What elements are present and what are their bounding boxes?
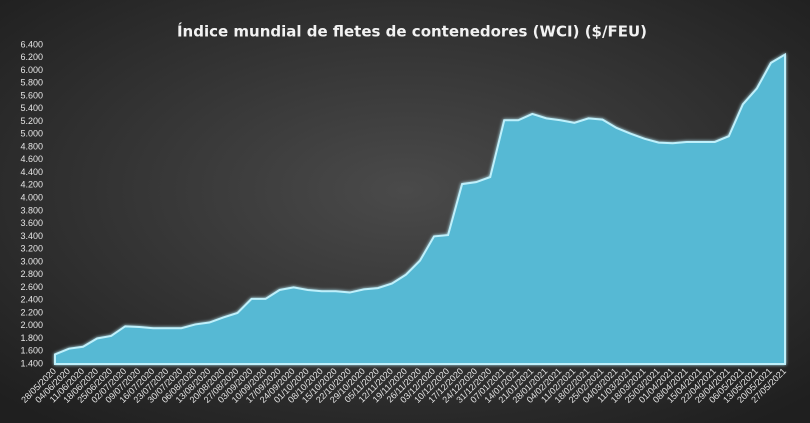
y-tick-label: 4.800 bbox=[20, 141, 43, 151]
y-tick-label: 4.200 bbox=[20, 180, 43, 190]
y-tick-label: 6.200 bbox=[20, 52, 43, 62]
y-tick-label: 1.600 bbox=[20, 346, 43, 356]
y-tick-label: 3.200 bbox=[20, 244, 43, 254]
y-tick-label: 5.200 bbox=[20, 116, 43, 126]
y-tick-label: 2.200 bbox=[20, 307, 43, 317]
chart-title: Índice mundial de fletes de contenedores… bbox=[177, 22, 647, 41]
y-tick-label: 3.600 bbox=[20, 218, 43, 228]
y-tick-label: 3.400 bbox=[20, 231, 43, 241]
y-tick-label: 4.600 bbox=[20, 154, 43, 164]
y-tick-label: 2.400 bbox=[20, 295, 43, 305]
y-tick-label: 5.000 bbox=[20, 129, 43, 139]
area bbox=[54, 52, 786, 365]
y-tick-label: 6.400 bbox=[20, 39, 43, 49]
y-tick-label: 5.800 bbox=[20, 78, 43, 88]
y-tick-label: 1.800 bbox=[20, 333, 43, 343]
y-tick-label: 4.000 bbox=[20, 192, 43, 202]
y-tick-label: 4.400 bbox=[20, 167, 43, 177]
y-tick-label: 6.000 bbox=[20, 65, 43, 75]
y-tick-label: 3.000 bbox=[20, 256, 43, 266]
y-tick-label: 5.600 bbox=[20, 90, 43, 100]
y-tick-label: 1.400 bbox=[20, 358, 43, 368]
y-tick-label: 2.600 bbox=[20, 282, 43, 292]
y-tick-label: 2.800 bbox=[20, 269, 43, 279]
y-tick-label: 5.400 bbox=[20, 103, 43, 113]
y-tick-label: 2.000 bbox=[20, 320, 43, 330]
y-tick-label: 3.800 bbox=[20, 205, 43, 215]
